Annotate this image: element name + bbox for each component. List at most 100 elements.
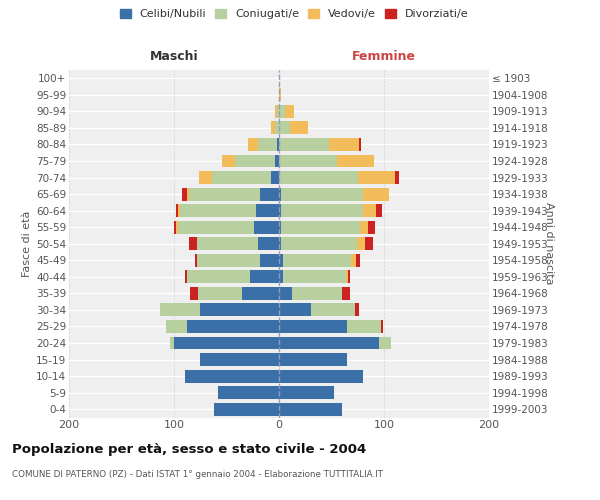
Text: Femmine: Femmine — [352, 50, 416, 63]
Bar — [279, 188, 281, 200]
Bar — [329, 138, 359, 151]
Bar — [279, 403, 342, 415]
Bar — [355, 304, 359, 316]
Bar — [258, 238, 279, 250]
Bar — [260, 254, 279, 267]
Bar — [185, 270, 187, 283]
Bar — [363, 204, 376, 217]
Bar — [182, 188, 187, 200]
Bar — [337, 154, 373, 168]
Bar — [286, 105, 294, 118]
Bar — [346, 270, 348, 283]
Bar — [279, 270, 283, 283]
Bar — [279, 171, 358, 184]
Bar — [279, 105, 286, 118]
Bar — [348, 270, 350, 283]
Bar — [281, 238, 357, 250]
Bar — [176, 220, 178, 234]
Y-axis label: Anni di nascita: Anni di nascita — [544, 202, 554, 285]
Bar — [376, 204, 382, 217]
Bar — [279, 154, 337, 168]
Text: Popolazione per età, sesso e stato civile - 2004: Popolazione per età, sesso e stato civil… — [12, 442, 366, 456]
Bar — [271, 171, 279, 184]
Bar — [235, 154, 275, 168]
Bar — [195, 254, 197, 267]
Bar — [279, 238, 281, 250]
Bar — [381, 320, 383, 333]
Bar — [363, 188, 389, 200]
Bar — [271, 122, 275, 134]
Bar — [275, 154, 279, 168]
Bar — [176, 204, 178, 217]
Bar — [214, 403, 279, 415]
Bar — [279, 220, 281, 234]
Bar — [279, 304, 311, 316]
Bar — [279, 320, 347, 333]
Bar — [174, 336, 279, 349]
Bar — [283, 254, 352, 267]
Bar — [279, 88, 281, 102]
Bar — [248, 138, 258, 151]
Bar — [347, 320, 381, 333]
Bar — [279, 287, 292, 300]
Bar — [359, 138, 361, 151]
Bar — [185, 370, 279, 382]
Bar — [212, 171, 271, 184]
Bar — [379, 336, 391, 349]
Bar — [178, 204, 181, 217]
Text: Maschi: Maschi — [149, 50, 199, 63]
Bar — [189, 238, 197, 250]
Bar — [342, 287, 350, 300]
Bar — [358, 171, 395, 184]
Bar — [356, 238, 365, 250]
Bar — [218, 386, 279, 399]
Bar — [352, 254, 356, 267]
Bar — [275, 105, 277, 118]
Bar — [281, 188, 363, 200]
Y-axis label: Fasce di età: Fasce di età — [22, 210, 32, 277]
Bar — [279, 370, 363, 382]
Bar — [197, 254, 260, 267]
Bar — [279, 336, 379, 349]
Bar — [292, 287, 342, 300]
Bar — [258, 138, 277, 151]
Text: COMUNE DI PATERNO (PZ) - Dati ISTAT 1° gennaio 2004 - Elaborazione TUTTITALIA.IT: COMUNE DI PATERNO (PZ) - Dati ISTAT 1° g… — [12, 470, 383, 479]
Bar — [189, 188, 260, 200]
Bar — [277, 105, 279, 118]
Bar — [279, 386, 334, 399]
Bar — [197, 238, 258, 250]
Bar — [368, 220, 374, 234]
Bar — [187, 188, 189, 200]
Bar — [360, 220, 368, 234]
Bar — [178, 220, 254, 234]
Bar — [281, 204, 363, 217]
Bar — [160, 304, 200, 316]
Bar — [279, 122, 290, 134]
Bar — [279, 254, 283, 267]
Bar — [170, 336, 174, 349]
Bar — [166, 320, 187, 333]
Bar — [277, 138, 279, 151]
Bar — [200, 304, 279, 316]
Bar — [395, 171, 398, 184]
Bar — [250, 270, 279, 283]
Bar — [187, 270, 250, 283]
Bar — [174, 220, 176, 234]
Bar — [256, 204, 279, 217]
Legend: Celibi/Nubili, Coniugati/e, Vedovi/e, Divorziati/e: Celibi/Nubili, Coniugati/e, Vedovi/e, Di… — [116, 6, 472, 22]
Bar — [223, 154, 235, 168]
Bar — [311, 304, 355, 316]
Bar — [181, 204, 256, 217]
Bar — [198, 287, 242, 300]
Bar — [190, 287, 198, 300]
Bar — [275, 122, 279, 134]
Bar — [283, 270, 346, 283]
Bar — [279, 353, 347, 366]
Bar — [365, 238, 373, 250]
Bar — [200, 353, 279, 366]
Bar — [279, 204, 281, 217]
Bar — [356, 254, 360, 267]
Bar — [290, 122, 308, 134]
Bar — [254, 220, 279, 234]
Bar — [242, 287, 279, 300]
